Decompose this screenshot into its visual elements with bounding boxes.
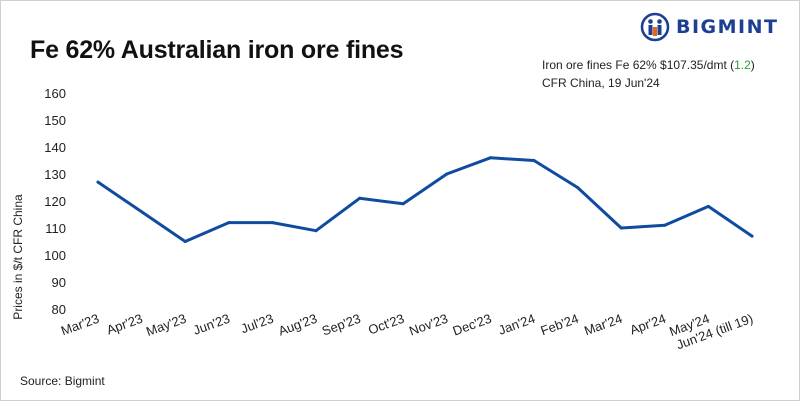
data-point [401, 202, 405, 206]
x-tick-label: Oct'23 [366, 311, 406, 338]
x-axis: Mar'23 Apr'23 May'23 Jun'23 Jul'23 Aug'23 Sep'… [59, 311, 755, 353]
x-tick-label: Nov'23 [407, 311, 450, 339]
data-point [183, 240, 187, 243]
chart-title: Fe 62% Australian iron ore fines [30, 36, 404, 64]
data-point [532, 159, 536, 162]
data-point [96, 180, 100, 184]
price-info-prefix: Iron ore fines Fe 62% $107.35/dmt ( [542, 58, 735, 72]
x-tick-label: Apr'23 [105, 311, 145, 338]
data-point [619, 226, 623, 230]
series-line [96, 156, 754, 243]
price-info-suffix: ) [750, 58, 755, 72]
x-tick-label: Jan'24 [496, 311, 537, 338]
data-point [576, 186, 580, 189]
x-tick-label: Sep'23 [320, 311, 363, 339]
data-point [445, 172, 449, 176]
y-tick-label: 130 [44, 167, 66, 182]
y-tick-label: 140 [44, 140, 66, 155]
data-point [706, 204, 710, 208]
price-change: 1.2 [734, 58, 751, 72]
series-layer [96, 156, 754, 243]
data-point [750, 234, 754, 238]
data-point [227, 221, 231, 225]
y-tick-label: 120 [44, 194, 66, 209]
x-tick-label: Mar'24 [582, 311, 624, 339]
y-tick-label: 80 [52, 302, 66, 317]
source-note: Source: Bigmint [20, 374, 105, 388]
data-point [663, 223, 667, 227]
y-axis: 80 90 100 110 120 130 140 150 160 [44, 86, 66, 317]
x-tick-label: Apr'24 [628, 311, 668, 338]
data-point [358, 196, 362, 200]
x-tick-label: Jul'23 [239, 311, 276, 337]
bigmint-logo-icon [640, 12, 670, 42]
price-info-line2: CFR China, 19 Jun'24 [542, 76, 660, 90]
x-tick-label: May'23 [144, 311, 188, 339]
x-tick-label: Dec'23 [451, 311, 494, 339]
price-info: Iron ore fines Fe 62% $107.35/dmt (1.2) … [542, 56, 755, 92]
data-point [140, 210, 144, 214]
y-tick-label: 150 [44, 113, 66, 128]
data-point [270, 221, 274, 225]
logo-text: BIGMINT [676, 16, 779, 38]
bigmint-logo: BIGMINT [640, 10, 779, 44]
x-tick-label: Jun'23 [191, 311, 232, 338]
y-tick-label: 90 [52, 275, 66, 290]
x-tick-label: Aug'23 [276, 311, 319, 339]
y-tick-label: 100 [44, 248, 66, 263]
data-point [488, 156, 492, 160]
x-tick-label: Feb'24 [539, 311, 581, 339]
price-info-line1: Iron ore fines Fe 62% $107.35/dmt (1.2) [542, 56, 755, 74]
y-tick-label: 110 [45, 221, 66, 236]
y-tick-label: 160 [44, 86, 66, 101]
data-point [314, 229, 318, 233]
